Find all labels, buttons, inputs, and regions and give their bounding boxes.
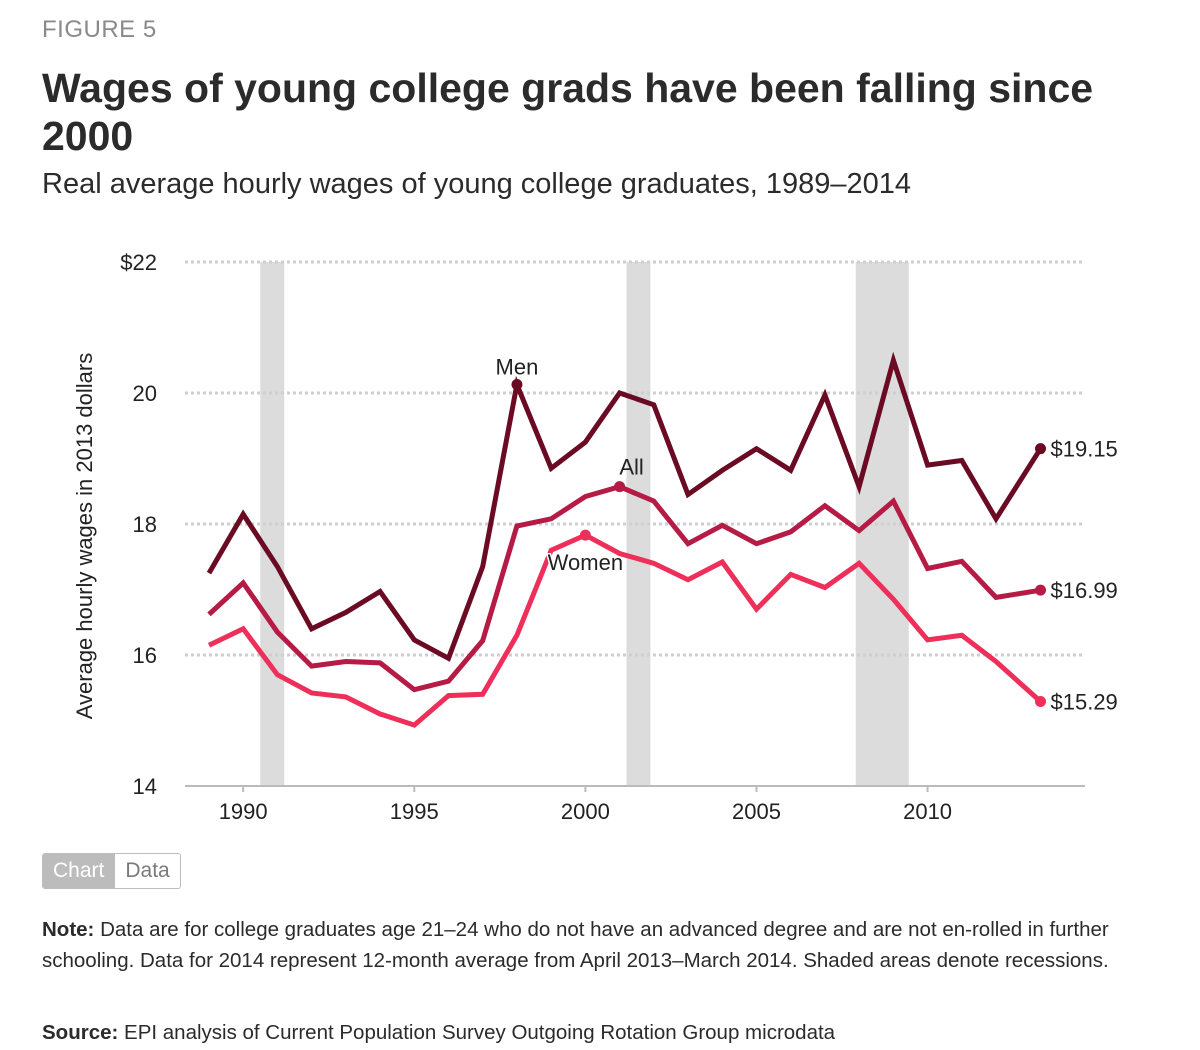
recession-band-0 [260, 262, 285, 786]
series-end-marker-all [1035, 584, 1047, 596]
data-tab-button[interactable]: Data [114, 854, 180, 888]
x-tick-label-2010: 2010 [903, 799, 952, 824]
y-tick-label-20: 20 [133, 381, 157, 406]
series-end-label-all: $16.99 [1051, 578, 1118, 603]
x-tick-label-2005: 2005 [732, 799, 781, 824]
y-tick-label-18: 18 [133, 512, 157, 537]
series-line-all [207, 484, 1041, 693]
series-marker-men [511, 378, 523, 390]
series-line-women [207, 532, 1043, 728]
note-label: Note: [42, 918, 95, 941]
y-tick-label-14: 14 [133, 774, 157, 799]
series-label-all: All [619, 455, 643, 480]
figure-label: FIGURE 5 [42, 16, 157, 43]
chart-subtitle: Real average hourly wages of young colle… [42, 168, 912, 200]
view-toggle: Chart Data [42, 853, 181, 889]
series-end-marker-men [1035, 443, 1047, 455]
chart-tab-button[interactable]: Chart [43, 854, 115, 888]
source-text: EPI analysis of Current Population Surve… [118, 1021, 836, 1044]
x-tick-label-1990: 1990 [219, 799, 268, 824]
chart-title: Wages of young college grads have been f… [42, 65, 1094, 159]
recession-band-1 [626, 262, 651, 786]
y-axis-title: Average hourly wages in 2013 dollars [72, 353, 97, 720]
series-label-men: Men [496, 354, 539, 379]
note-text: Data are for college graduates age 21–24… [42, 918, 1109, 972]
x-tick-label-2000: 2000 [561, 799, 610, 824]
series-line-men [206, 351, 1043, 662]
series-marker-all [614, 481, 626, 493]
y-tick-label-22: $22 [120, 250, 157, 275]
series-marker-women [579, 529, 591, 541]
series-end-label-women: $15.29 [1051, 690, 1118, 715]
x-tick-label-1995: 1995 [390, 799, 439, 824]
series-label-women: Women [548, 550, 623, 575]
series-end-marker-women [1035, 696, 1047, 708]
series-end-label-men: $19.15 [1051, 437, 1118, 462]
chart-note: Note: Data are for college graduates age… [42, 914, 1122, 976]
y-tick-label-16: 16 [133, 643, 157, 668]
line-chart: 14 16 18 20 $22 1990 1995 2000 2005 2010 Average h… [72, 250, 1118, 824]
source-label: Source: [42, 1021, 119, 1044]
chart-source: Source: EPI analysis of Current Populati… [42, 1017, 1142, 1048]
